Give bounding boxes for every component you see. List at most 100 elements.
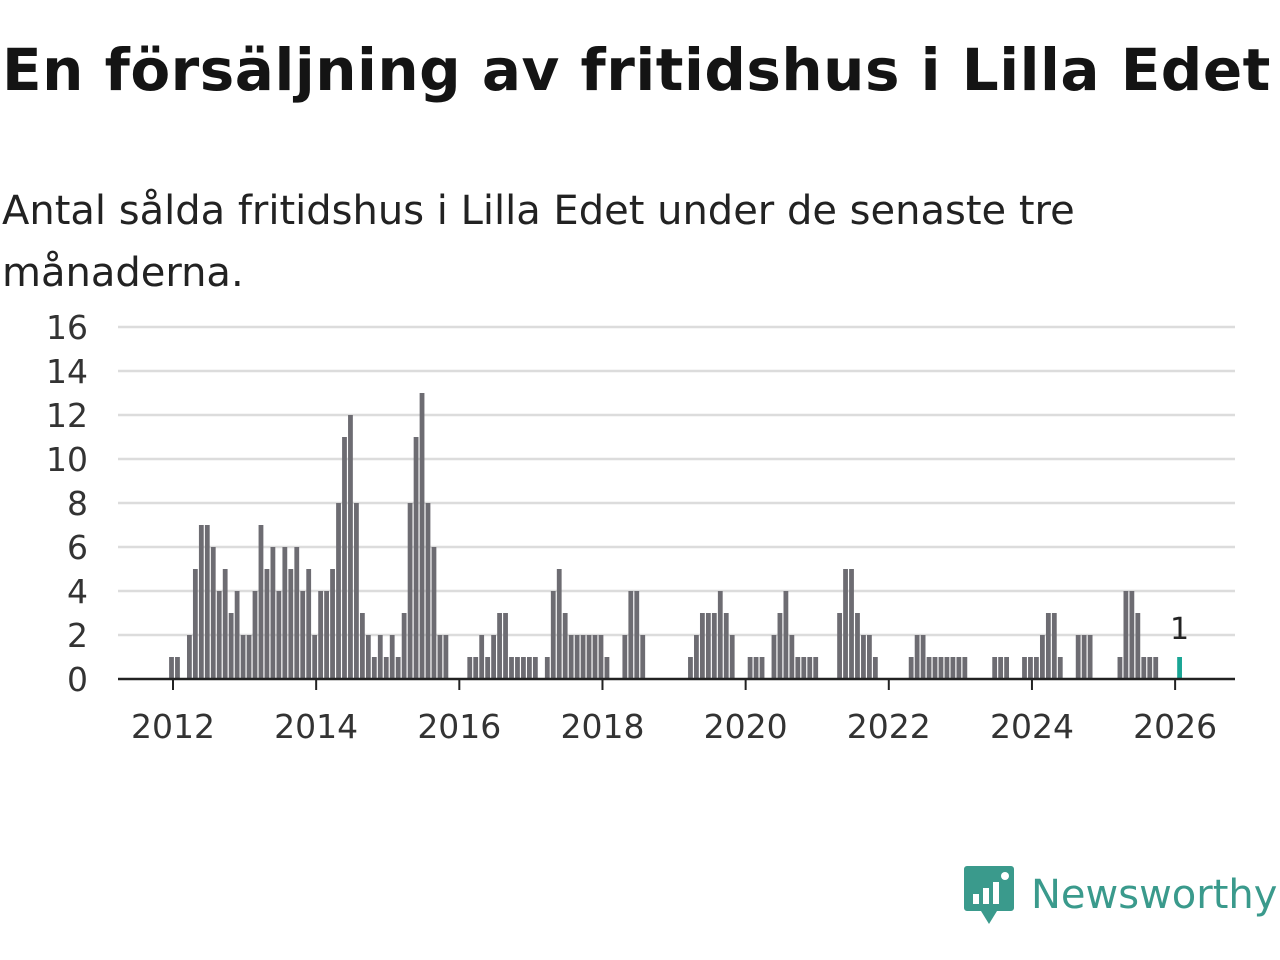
bar: [515, 657, 520, 679]
bar: [222, 569, 228, 679]
x-tick-label: 2012: [131, 707, 215, 746]
bar: [437, 635, 443, 679]
bar: [377, 635, 383, 679]
bar: [175, 657, 180, 679]
bar: [562, 613, 568, 679]
bar: [467, 657, 473, 679]
bar: [497, 613, 502, 679]
y-tick-label: 16: [46, 308, 88, 347]
bar: [932, 657, 938, 679]
highlight-bar: [1177, 657, 1182, 679]
bar: [801, 657, 807, 679]
bar: [992, 657, 998, 679]
bar: [270, 547, 276, 679]
bar: [1051, 613, 1057, 679]
bar: [282, 547, 288, 679]
bar: [694, 635, 699, 679]
bar: [473, 657, 479, 679]
y-tick-label: 2: [67, 616, 88, 655]
bar: [359, 613, 365, 679]
x-tick-label: 2016: [417, 707, 501, 746]
bar: [920, 635, 926, 679]
bar: [503, 613, 508, 679]
chart-subtitle: Antal sålda fritidshus i Lilla Edet unde…: [2, 188, 1075, 296]
bar: [383, 657, 389, 679]
bar: [491, 635, 497, 679]
bar: [944, 657, 950, 679]
bar: [300, 591, 306, 679]
bar: [252, 591, 258, 679]
bar: [711, 613, 717, 679]
bar: [342, 437, 347, 679]
bar: [950, 657, 956, 679]
bar: [354, 503, 359, 679]
bar: [509, 657, 514, 679]
y-tick-label: 10: [46, 440, 88, 479]
newsworthy-logo-text: Newsworthy: [1031, 872, 1278, 918]
bar: [443, 635, 449, 679]
x-tick-label: 2018: [560, 707, 644, 746]
bar: [843, 569, 848, 679]
bar: [729, 635, 735, 679]
bar: [747, 657, 753, 679]
bar: [246, 635, 252, 679]
bar: [1057, 657, 1063, 679]
bar: [1141, 657, 1147, 679]
bar: [1004, 657, 1009, 679]
bar: [622, 635, 628, 679]
bar: [1028, 657, 1033, 679]
last-value-label: 1: [1170, 612, 1189, 647]
bar: [962, 657, 968, 679]
bar: [1135, 613, 1141, 679]
y-tick-label: 8: [67, 484, 88, 523]
bar: [789, 635, 795, 679]
bar: [425, 503, 431, 679]
bar: [1117, 657, 1123, 679]
bar: [204, 525, 210, 679]
bar: [1039, 635, 1045, 679]
bar: [389, 635, 395, 679]
bar: [527, 657, 532, 679]
bar: [777, 613, 783, 679]
bar: [276, 591, 282, 679]
bar: [783, 591, 789, 679]
bar: [807, 657, 813, 679]
bar: [699, 613, 705, 679]
bar: [568, 635, 574, 679]
bar: [479, 635, 485, 679]
bar: [1075, 635, 1081, 679]
x-tick-label: 2020: [704, 707, 788, 746]
bar: [688, 657, 693, 679]
bar: [855, 613, 860, 679]
bar: [169, 657, 174, 679]
bar: [795, 657, 801, 679]
bar: [258, 525, 264, 679]
x-tick-label: 2024: [990, 707, 1074, 746]
bar: [371, 657, 377, 679]
bar: [1153, 657, 1159, 679]
newsworthy-logo-icon: [964, 866, 1014, 924]
bar: [1034, 657, 1039, 679]
bar: [1081, 635, 1087, 679]
bar: [1123, 591, 1129, 679]
bar: [312, 635, 318, 679]
y-tick-label: 12: [46, 396, 88, 435]
bar: [592, 635, 598, 679]
bar: [813, 657, 819, 679]
bar: [861, 635, 866, 679]
bar: [908, 657, 914, 679]
bar: [485, 657, 491, 679]
bar: [1129, 591, 1135, 679]
bar: [431, 547, 437, 679]
bar: [228, 613, 234, 679]
bar: [723, 613, 729, 679]
bar: [532, 657, 538, 679]
bar: [717, 591, 723, 679]
bar: [1022, 657, 1027, 679]
bar: [1087, 635, 1093, 679]
bar: [330, 569, 335, 679]
y-tick-label: 6: [67, 528, 88, 567]
bar: [759, 657, 765, 679]
bar: [998, 657, 1004, 679]
